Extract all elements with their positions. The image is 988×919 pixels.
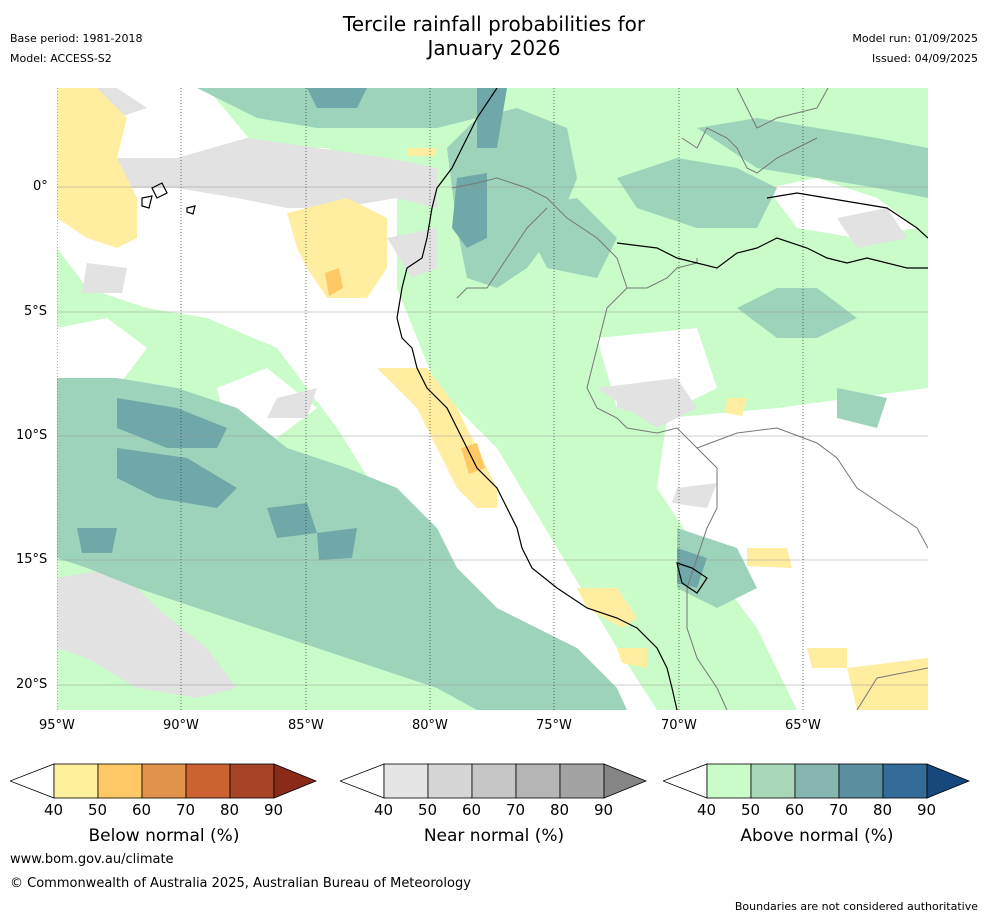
near-normal-areas (57, 88, 907, 698)
colorbar-near-label: Near normal (%) (423, 826, 565, 846)
colorbar-below-bin-0 (53, 763, 99, 799)
lat-label-10s: 10°S (16, 428, 48, 443)
colorbar-below-bin-1 (97, 763, 143, 799)
colorbar-above-bin-0 (706, 763, 752, 799)
coastlines (141, 88, 928, 710)
no-signal-areas (57, 88, 928, 710)
colorbar-near-min-arrow (340, 763, 385, 799)
colorbar-below-max-arrow (273, 763, 318, 799)
above-60-areas (77, 88, 707, 588)
colorbar-above (663, 763, 971, 799)
colorbar-above-min-arrow (663, 763, 708, 799)
colorbar-above-tick-40: 40 (697, 801, 717, 819)
lon-label-90w: 90°W (163, 718, 199, 733)
colorbar-below-bin-3 (185, 763, 231, 799)
colorbar-near-max-arrow (603, 763, 648, 799)
map-title: Tercile rainfall probabilities for Janua… (0, 12, 988, 60)
colorbar-below-tick-60: 60 (132, 801, 152, 819)
colorbar-above-tick-90: 90 (917, 801, 937, 819)
colorbar-near-bin-4 (559, 763, 605, 799)
colorbar-below-min-arrow (10, 763, 55, 799)
issued-label: Issued: 04/09/2025 (871, 52, 978, 65)
colorbar-above-tick-60: 60 (785, 801, 805, 819)
colorbar-below-tick-80: 80 (220, 801, 240, 819)
country-borders (451, 88, 928, 710)
lat-label-15s: 15°S (16, 552, 48, 567)
colorbar-near-tick-40: 40 (374, 801, 394, 819)
colorbar-near-tick-60: 60 (462, 801, 482, 819)
colorbar-below-tick-50: 50 (88, 801, 108, 819)
colorbar-near-bin-3 (515, 763, 561, 799)
colorbar-above-bin-4 (882, 763, 928, 799)
colorbar-near-tick-70: 70 (506, 801, 526, 819)
colorbar-above-tick-80: 80 (873, 801, 893, 819)
colorbar-below-tick-90: 90 (264, 801, 284, 819)
colorbar-above-bin-1 (750, 763, 796, 799)
map-gridlines (57, 186, 928, 686)
colorbar-below-bin-4 (229, 763, 275, 799)
below-50-areas (325, 268, 485, 474)
model-label: Model: ACCESS-S2 (10, 52, 112, 65)
colorbar-near-bin-1 (427, 763, 473, 799)
title-line-1: Tercile rainfall probabilities for (342, 12, 646, 36)
footer-url: www.bom.gov.au/climate (10, 852, 174, 867)
colorbar-below (10, 763, 318, 799)
footer-copyright: © Commonwealth of Australia 2025, Austra… (10, 876, 471, 891)
below-40-areas (57, 88, 928, 710)
title-line-2: January 2026 (427, 36, 561, 60)
colorbar-near-tick-80: 80 (550, 801, 570, 819)
colorbar-above-label: Above normal (%) (740, 826, 894, 846)
colorbar-near-tick-50: 50 (418, 801, 438, 819)
footer-disclaimer: Boundaries are not considered authoritat… (734, 900, 978, 913)
colorbar-near-tick-90: 90 (594, 801, 614, 819)
lon-label-95w: 95°W (39, 718, 75, 733)
lat-label-20s: 20°S (16, 677, 48, 692)
lat-label-0: 0° (33, 179, 48, 194)
colorbar-near-bin-2 (471, 763, 517, 799)
colorbar-near-bin-0 (383, 763, 429, 799)
rainfall-map (57, 88, 928, 710)
base-period-label: Base period: 1981-2018 (10, 32, 143, 45)
model-run-label: Model run: 01/09/2025 (852, 32, 978, 45)
colorbar-below-bin-2 (141, 763, 187, 799)
lon-label-75w: 75°W (536, 718, 572, 733)
lat-label-5s: 5°S (24, 304, 48, 319)
colorbar-above-max-arrow (926, 763, 971, 799)
lon-label-85w: 85°W (288, 718, 324, 733)
colorbar-above-bin-3 (838, 763, 884, 799)
colorbar-below-label: Below normal (%) (88, 826, 240, 846)
colorbar-above-tick-50: 50 (741, 801, 761, 819)
colorbar-below-tick-40: 40 (44, 801, 64, 819)
lon-label-65w: 65°W (785, 718, 821, 733)
colorbar-near (340, 763, 648, 799)
colorbar-below-tick-70: 70 (176, 801, 196, 819)
colorbar-above-bin-2 (794, 763, 840, 799)
colorbar-above-tick-70: 70 (829, 801, 849, 819)
lon-label-70w: 70°W (661, 718, 697, 733)
lon-label-80w: 80°W (412, 718, 448, 733)
